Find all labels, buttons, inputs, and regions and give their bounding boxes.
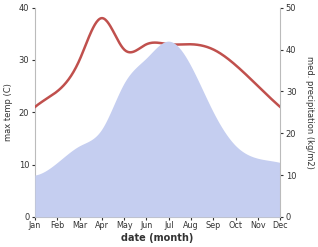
X-axis label: date (month): date (month) — [121, 233, 194, 243]
Y-axis label: med. precipitation (kg/m2): med. precipitation (kg/m2) — [305, 56, 314, 169]
Y-axis label: max temp (C): max temp (C) — [4, 83, 13, 141]
